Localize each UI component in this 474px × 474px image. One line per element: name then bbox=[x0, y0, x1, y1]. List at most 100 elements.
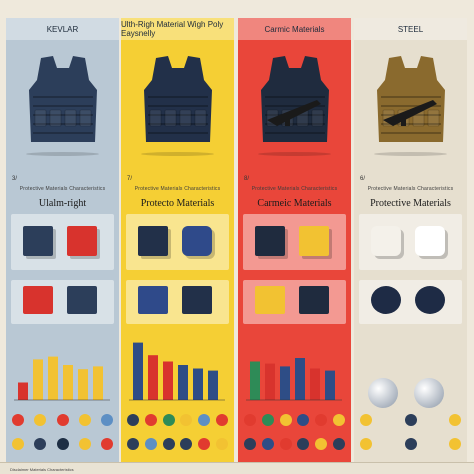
chart-bar bbox=[325, 370, 335, 400]
rating-number: 7/ bbox=[127, 176, 133, 182]
top-frame bbox=[0, 0, 474, 18]
vest-body bbox=[28, 56, 97, 142]
color-swatch bbox=[34, 438, 47, 450]
color-swatch bbox=[12, 414, 24, 426]
vest-strap bbox=[32, 105, 93, 107]
chart-bar bbox=[33, 359, 43, 400]
color-swatch bbox=[404, 438, 417, 450]
vest-strap bbox=[380, 96, 441, 98]
color-swatch-row bbox=[360, 414, 461, 426]
footer-strip: Disclaimer Materials Characteristics bbox=[0, 462, 474, 474]
color-swatch bbox=[449, 438, 461, 450]
vest-strap bbox=[147, 132, 208, 134]
material-sample bbox=[138, 226, 168, 256]
vest-pouch bbox=[49, 109, 61, 127]
color-swatch bbox=[279, 414, 292, 426]
vest-body bbox=[260, 56, 329, 142]
color-swatch bbox=[144, 414, 157, 426]
texture-panel bbox=[11, 280, 114, 324]
vest-body bbox=[376, 56, 445, 142]
color-swatch bbox=[332, 414, 345, 426]
texture-sample bbox=[299, 286, 329, 314]
column-header: Ulth-Righ Material Wigh Poly Eaysnelly bbox=[121, 18, 234, 40]
texture-sample bbox=[138, 286, 168, 314]
rifle-shape bbox=[266, 100, 321, 126]
sample-panel bbox=[243, 214, 346, 270]
color-swatch bbox=[101, 414, 113, 426]
vest-shadow bbox=[374, 152, 447, 156]
vest-image bbox=[260, 56, 329, 142]
texture-sample bbox=[415, 286, 445, 314]
color-swatch bbox=[101, 438, 113, 450]
color-swatch bbox=[127, 438, 139, 450]
vest-strap bbox=[32, 96, 93, 98]
column-subtitle: Protective Materials Characteristics bbox=[367, 186, 454, 192]
column-header: STEEL bbox=[354, 18, 467, 40]
chart-bar bbox=[295, 358, 305, 400]
material-title: Protective Materials bbox=[370, 198, 451, 209]
vest-image bbox=[143, 56, 212, 142]
material-sample bbox=[182, 226, 212, 256]
color-swatch bbox=[244, 438, 256, 450]
color-swatch bbox=[261, 414, 274, 426]
color-swatch bbox=[449, 414, 461, 426]
vest-image bbox=[376, 56, 445, 142]
color-swatch bbox=[360, 414, 372, 426]
chart-bar bbox=[265, 363, 275, 400]
color-swatch bbox=[56, 414, 69, 426]
texture-panel bbox=[126, 280, 229, 324]
texture-panel bbox=[243, 280, 346, 324]
column-uhmwpe: Ulth-Righ Material Wigh Poly Eaysnelly 7/… bbox=[121, 18, 234, 462]
vest-pouch bbox=[64, 109, 76, 127]
color-swatch bbox=[78, 438, 91, 450]
texture-sample bbox=[255, 286, 285, 314]
bar-chart bbox=[246, 358, 342, 401]
color-swatch bbox=[297, 414, 310, 426]
rifle-grip bbox=[400, 114, 406, 126]
color-swatch bbox=[78, 414, 91, 426]
color-swatch bbox=[261, 438, 274, 450]
texture-sample bbox=[23, 286, 53, 314]
color-swatch bbox=[162, 414, 175, 426]
sample-panel bbox=[11, 214, 114, 270]
vest-shadow bbox=[26, 152, 99, 156]
rating-number: 6/ bbox=[360, 176, 366, 182]
bar-chart bbox=[14, 356, 110, 401]
texture-panel bbox=[359, 280, 462, 324]
vest-strap bbox=[147, 105, 208, 107]
sample-panel bbox=[126, 214, 229, 270]
color-swatch bbox=[215, 414, 228, 426]
vest-strap bbox=[32, 114, 93, 116]
chart-bar bbox=[18, 382, 28, 400]
vest-strap bbox=[264, 123, 325, 125]
color-swatch-row bbox=[360, 438, 461, 450]
vest-pouch bbox=[179, 109, 191, 127]
vest-pouch bbox=[194, 109, 206, 127]
chart-bar bbox=[48, 356, 58, 400]
color-swatch bbox=[315, 438, 328, 450]
chart-bar bbox=[93, 366, 103, 400]
vest-strap bbox=[380, 105, 441, 107]
vest-pouch bbox=[427, 109, 439, 127]
color-swatch bbox=[180, 438, 193, 450]
material-sample bbox=[415, 226, 445, 256]
vest-strap bbox=[32, 123, 93, 125]
steel-ball bbox=[414, 378, 444, 408]
rifle-grip bbox=[284, 114, 290, 126]
chart-bar bbox=[208, 370, 218, 400]
footer-note: Disclaimer Materials Characteristics bbox=[10, 467, 74, 472]
color-swatch bbox=[162, 438, 175, 450]
rating-number: 3/ bbox=[12, 176, 18, 182]
color-swatch-row bbox=[244, 414, 345, 426]
chart-bar bbox=[63, 365, 73, 400]
chart-bar bbox=[310, 368, 320, 400]
vest-pouch bbox=[79, 109, 91, 127]
color-swatch-row bbox=[12, 438, 113, 450]
color-swatch bbox=[315, 414, 328, 426]
vest-shadow bbox=[258, 152, 331, 156]
color-swatch-row bbox=[127, 438, 228, 450]
material-sample bbox=[23, 226, 53, 256]
chart-bar bbox=[78, 369, 88, 400]
chart-bar bbox=[178, 365, 188, 400]
